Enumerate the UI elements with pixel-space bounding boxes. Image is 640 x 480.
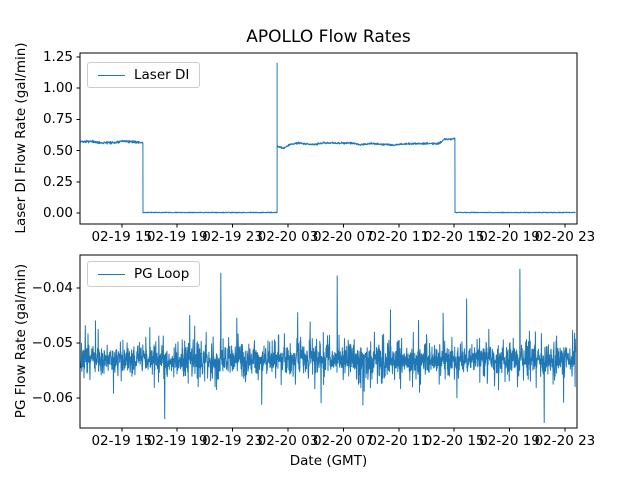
x-tick-label: 02-19 15 [91, 433, 153, 449]
legend-laser-di: Laser DI [87, 62, 201, 88]
legend-label-laser-di: Laser DI [134, 67, 190, 83]
x-tick-label: 02-20 23 [534, 229, 596, 245]
y-tick-label: 1.25 [42, 48, 73, 65]
x-tick-label: 02-20 03 [257, 433, 319, 449]
legend-line-sample-icon [98, 273, 125, 275]
x-tick-label: 02-19 19 [146, 433, 208, 449]
axes-spines [79, 52, 578, 225]
axes-spines [79, 254, 578, 429]
x-tick-label: 02-20 19 [479, 229, 540, 245]
x-tick-label: 02-20 03 [257, 229, 319, 245]
x-tick-label: 02-19 23 [202, 229, 263, 245]
y-tick-label: 0.25 [42, 173, 73, 190]
y-tick-label: 1.00 [42, 80, 73, 97]
y-tick-label: −0.04 [31, 279, 73, 296]
x-tick-label: 02-20 15 [423, 229, 485, 245]
x-tick-label: 02-20 11 [368, 229, 430, 245]
tick-marks [76, 287, 566, 432]
y-tick-label: 0.75 [42, 111, 73, 128]
x-tick-label: 02-20 19 [479, 433, 540, 449]
x-tick-label: 02-20 23 [534, 433, 596, 449]
laser-di-line [80, 62, 576, 214]
y-tick-label: −0.06 [31, 389, 73, 406]
pg-loop-line [80, 268, 577, 423]
laser-di-y-axis-label: Laser DI Flow Rate (gal/min) [13, 42, 29, 234]
x-tick-label: 02-19 23 [202, 433, 263, 449]
y-tick-label: −0.05 [31, 334, 73, 351]
x-tick-label: 02-19 15 [91, 229, 153, 245]
figure-title: APOLLO Flow Rates [246, 27, 411, 47]
x-tick-label: 02-20 15 [423, 433, 485, 449]
tick-marks [76, 56, 566, 228]
y-tick-label: 0.50 [42, 142, 73, 159]
y-tick-label: 0.00 [42, 205, 73, 222]
x-axis-label: Date (GMT) [289, 453, 368, 469]
x-tick-label: 02-19 19 [146, 229, 208, 245]
legend-line-sample-icon [98, 74, 125, 76]
legend-pg-loop: PG Loop [87, 261, 201, 287]
legend-label-pg-loop: PG Loop [134, 266, 190, 282]
x-tick-label: 02-20 07 [313, 229, 374, 245]
x-tick-label: 02-20 07 [313, 433, 374, 449]
x-tick-label: 02-20 11 [368, 433, 430, 449]
